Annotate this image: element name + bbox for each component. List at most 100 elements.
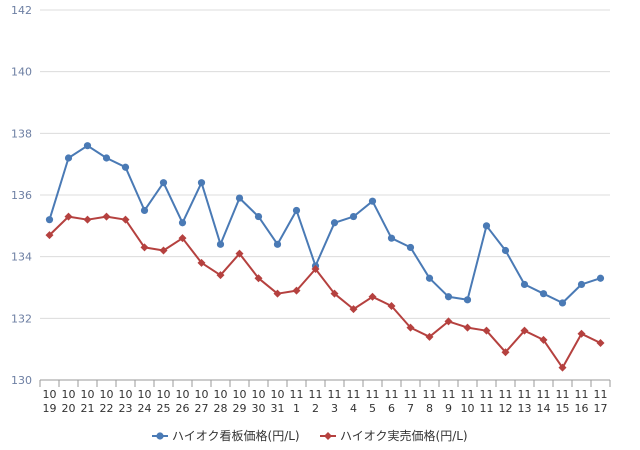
data-point-marker xyxy=(121,163,130,171)
data-point-marker xyxy=(482,326,491,335)
data-point-marker xyxy=(558,299,567,307)
x-tick-label-month: 11 xyxy=(594,388,608,401)
x-tick-label-day: 25 xyxy=(157,402,171,415)
series-line-2 xyxy=(48,215,601,369)
data-point-marker xyxy=(140,243,149,252)
x-tick-label-day: 17 xyxy=(594,402,608,415)
data-point-marker xyxy=(577,280,586,289)
x-tick-label-month: 10 xyxy=(157,388,171,401)
data-point-marker xyxy=(482,222,491,230)
data-point-marker xyxy=(216,271,225,280)
data-point-marker xyxy=(311,265,320,273)
y-axis-ticks: 142 140 138 136 134 132 130 xyxy=(11,4,32,387)
legend-item-2: ハイオク実売価格(円/L) xyxy=(320,428,468,443)
data-point-marker xyxy=(178,234,187,243)
data-point-marker xyxy=(235,194,244,202)
x-tick-label-month: 10 xyxy=(43,388,57,401)
x-tick-label-day: 1 xyxy=(293,402,300,415)
x-tick-label-month: 10 xyxy=(100,388,114,401)
y-tick-label: 130 xyxy=(11,374,32,387)
data-point-marker xyxy=(102,154,111,162)
x-tick-label-day: 24 xyxy=(138,402,152,415)
data-point-marker xyxy=(216,240,225,248)
series-line-1 xyxy=(48,144,601,304)
x-tick-label-month: 10 xyxy=(81,388,95,401)
data-point-marker xyxy=(254,274,263,283)
data-point-marker xyxy=(197,179,206,187)
x-tick-label-day: 3 xyxy=(331,402,338,415)
data-point-marker xyxy=(292,206,301,215)
y-tick-label: 132 xyxy=(11,312,32,325)
x-tick-label-month: 11 xyxy=(518,388,532,401)
x-tick-label-day: 30 xyxy=(252,402,266,415)
data-point-marker xyxy=(463,296,472,304)
x-tick-label-month: 11 xyxy=(290,388,304,401)
data-point-marker xyxy=(45,231,54,240)
x-tick-label-day: 12 xyxy=(499,402,513,415)
x-tick-label-month: 10 xyxy=(214,388,228,401)
data-point-marker xyxy=(235,249,244,258)
data-point-marker xyxy=(368,292,377,301)
data-point-marker xyxy=(349,212,358,221)
y-tick-label: 134 xyxy=(11,251,32,264)
legend-marker-diamond xyxy=(324,432,332,440)
data-point-marker xyxy=(596,274,605,282)
data-point-marker xyxy=(577,329,586,338)
x-tick-label-day: 22 xyxy=(100,402,114,415)
x-tick-label-month: 11 xyxy=(366,388,380,401)
x-tick-label-month: 10 xyxy=(233,388,247,401)
data-point-marker xyxy=(463,323,472,332)
data-point-marker xyxy=(102,212,111,221)
x-tick-label-month: 11 xyxy=(347,388,361,401)
data-point-marker xyxy=(387,234,396,242)
x-tick-label-month: 10 xyxy=(62,388,76,401)
x-tick-label-month: 11 xyxy=(423,388,437,401)
data-point-marker xyxy=(292,286,301,295)
x-tick-label-day: 26 xyxy=(176,402,190,415)
x-tick-label-month: 11 xyxy=(442,388,456,401)
data-point-marker xyxy=(406,243,415,252)
x-tick-label-day: 29 xyxy=(233,402,247,415)
data-point-marker xyxy=(539,335,548,344)
x-tick-label-month: 10 xyxy=(176,388,190,401)
data-point-marker xyxy=(520,280,529,289)
y-tick-label: 138 xyxy=(11,127,32,140)
legend-marker-circle xyxy=(156,432,164,440)
x-tick-label-day: 8 xyxy=(426,402,433,415)
y-tick-label: 140 xyxy=(11,66,32,79)
x-tick-label-month: 11 xyxy=(404,388,418,401)
data-point-marker xyxy=(159,179,168,187)
legend-label: ハイオク看板価格(円/L) xyxy=(172,428,300,443)
x-tick-label-month: 10 xyxy=(271,388,285,401)
x-axis: 1019102010211022102310241025102610271028… xyxy=(39,379,611,415)
x-tick-label-day: 16 xyxy=(575,402,589,415)
data-point-marker xyxy=(349,305,358,314)
data-point-marker xyxy=(368,197,377,205)
x-tick-label-month: 10 xyxy=(195,388,209,401)
data-point-marker xyxy=(425,332,434,341)
x-tick-label-month: 11 xyxy=(480,388,494,401)
data-point-marker xyxy=(64,212,73,221)
x-tick-label-day: 6 xyxy=(388,402,395,415)
data-point-marker xyxy=(520,326,529,335)
x-tick-label-month: 10 xyxy=(119,388,133,401)
x-tick-label-day: 5 xyxy=(369,402,376,415)
x-tick-label-day: 20 xyxy=(62,402,76,415)
data-point-marker xyxy=(83,215,92,224)
data-point-marker xyxy=(558,363,567,372)
x-tick-label-month: 11 xyxy=(537,388,551,401)
data-point-marker xyxy=(406,323,415,332)
data-point-marker xyxy=(83,142,92,150)
data-point-marker xyxy=(539,290,548,298)
data-point-marker xyxy=(45,216,54,224)
data-point-marker xyxy=(501,348,510,357)
x-tick-label-day: 27 xyxy=(195,402,209,415)
x-tick-label-day: 11 xyxy=(480,402,494,415)
data-point-marker xyxy=(121,215,130,224)
x-tick-label-month: 10 xyxy=(252,388,266,401)
x-tick-label-month: 11 xyxy=(575,388,589,401)
data-point-marker xyxy=(501,246,510,255)
x-tick-label-day: 28 xyxy=(214,402,228,415)
series-group xyxy=(45,142,605,372)
